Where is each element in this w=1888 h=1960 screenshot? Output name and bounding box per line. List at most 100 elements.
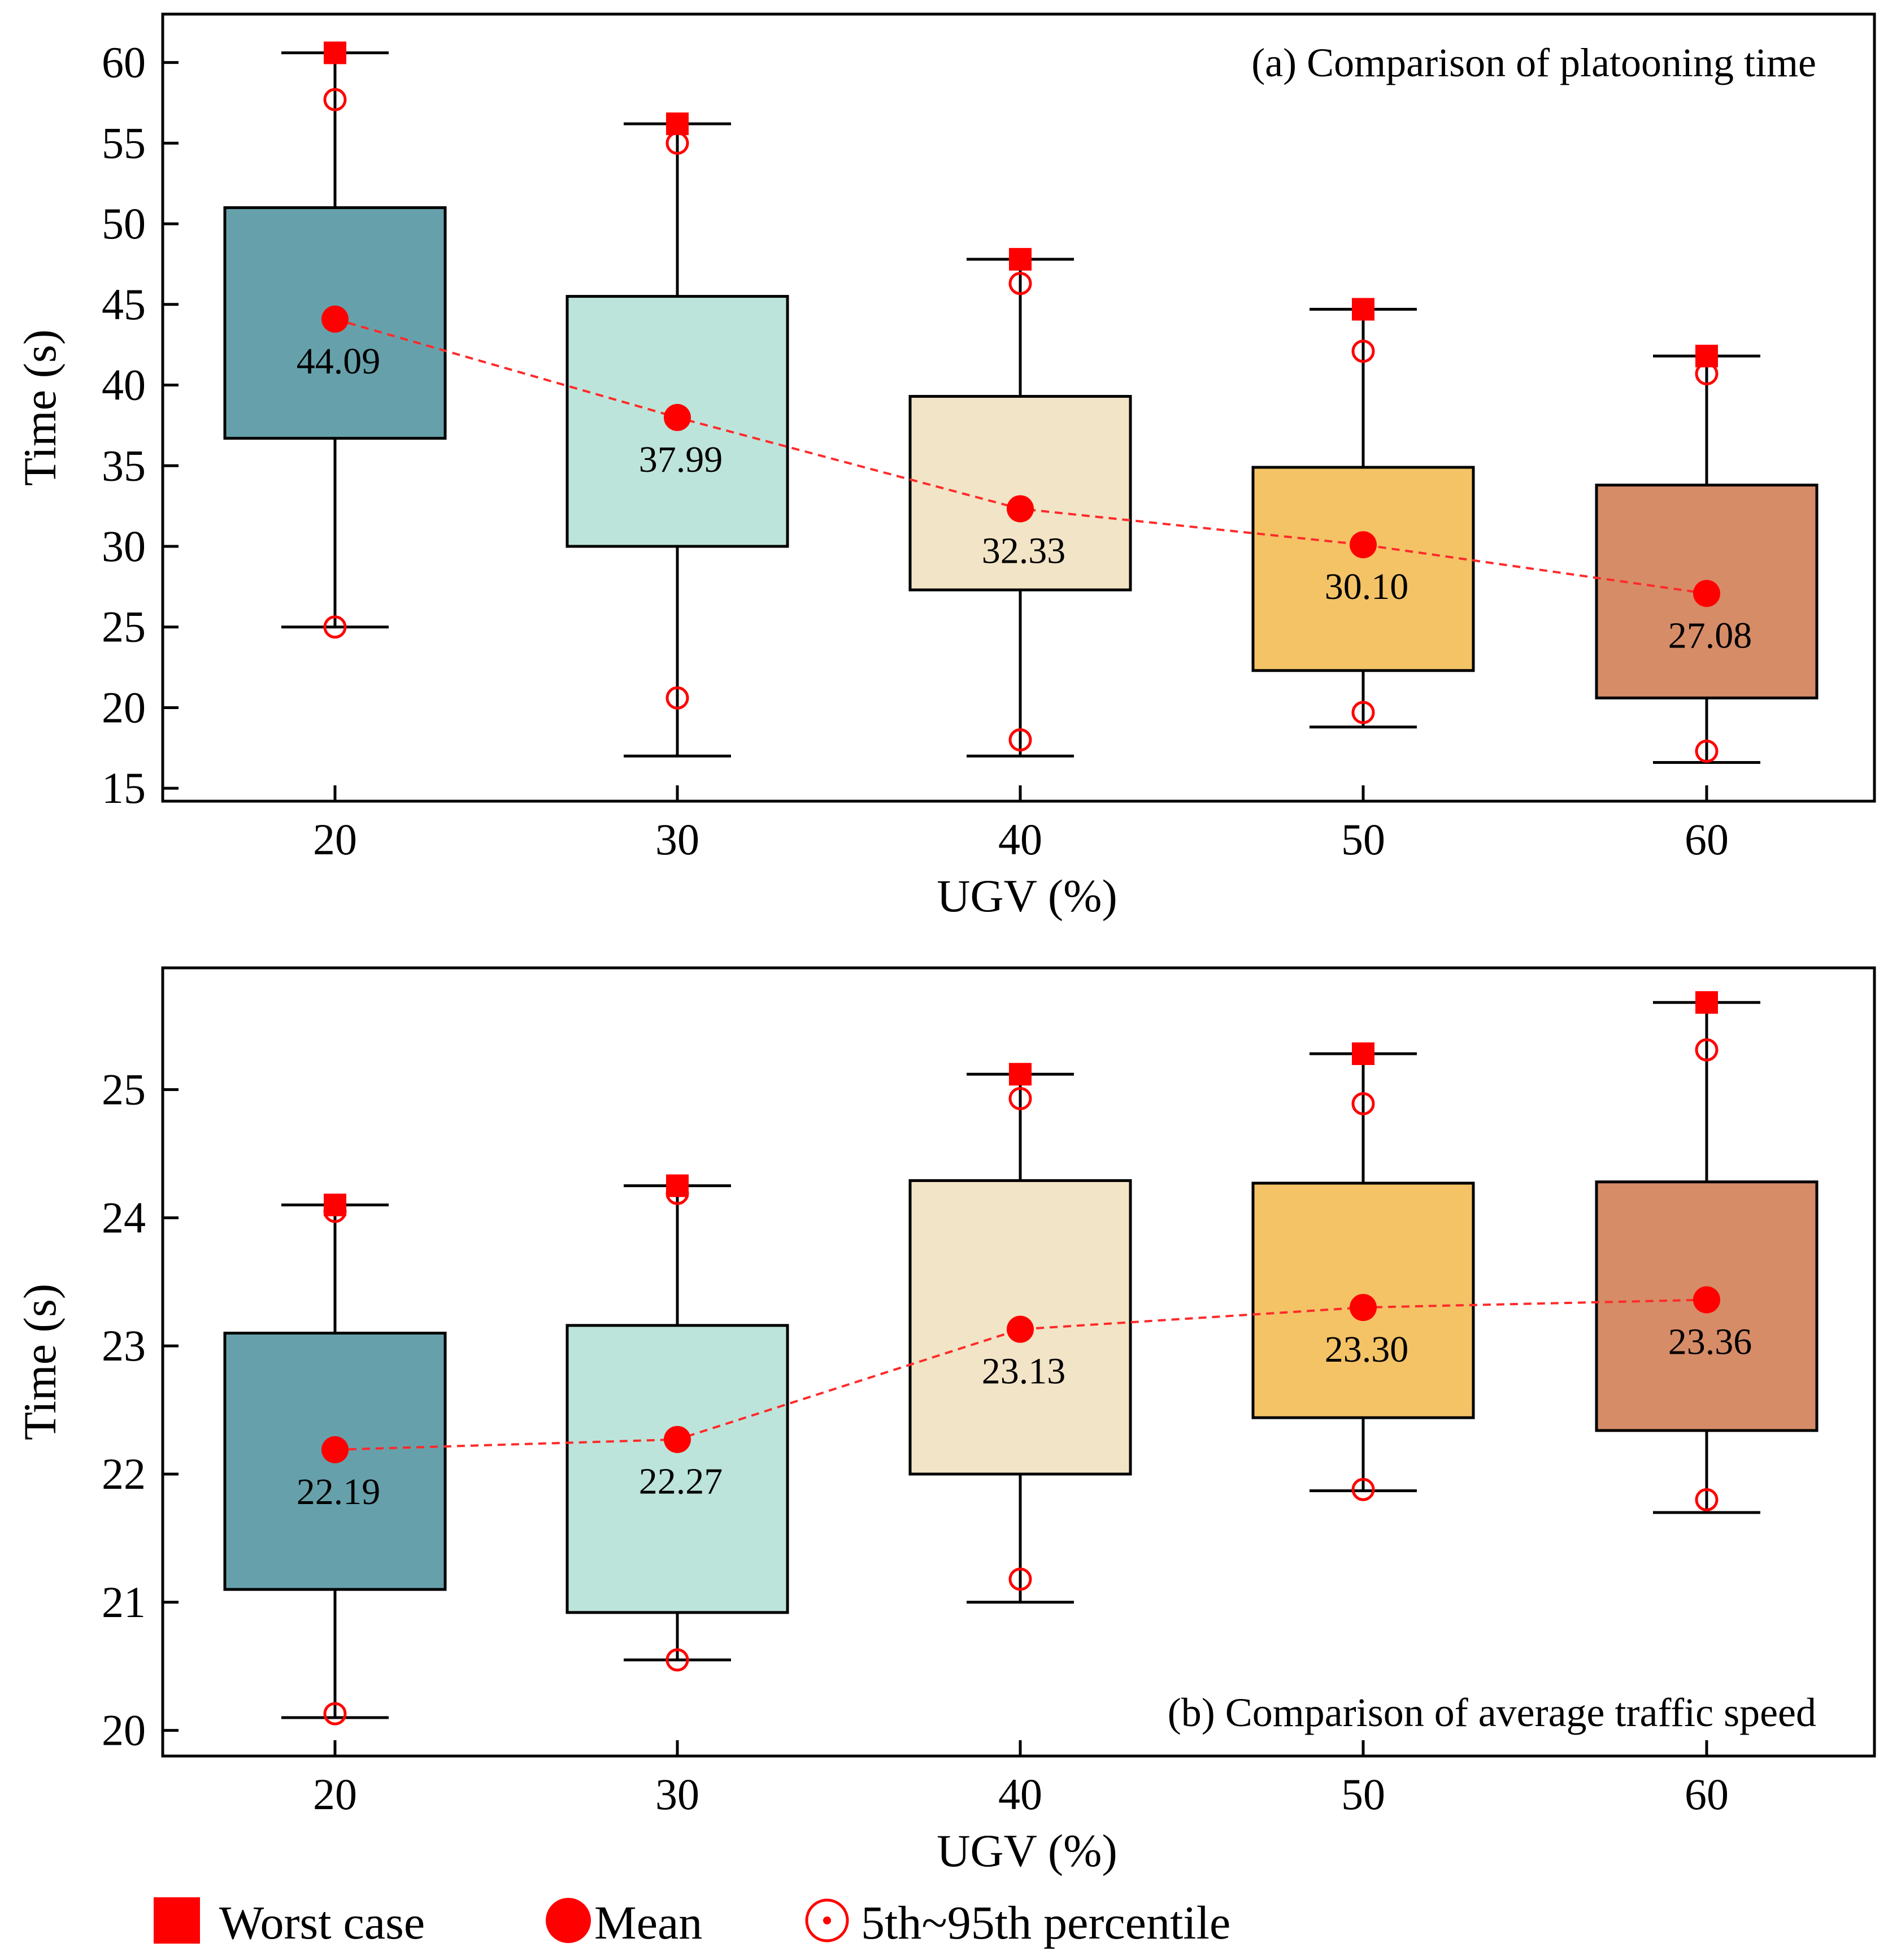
- percentile-5-marker: [665, 686, 689, 710]
- legend-worst-case-marker: [154, 1897, 200, 1944]
- y-tick-label: 45: [102, 280, 146, 329]
- mean-marker: [1693, 580, 1720, 607]
- percentile-5-marker: [1008, 728, 1032, 752]
- box-group: [1595, 345, 1819, 764]
- y-tick-label: 20: [102, 1706, 146, 1755]
- worst-case-marker: [1695, 991, 1718, 1014]
- percentile-5-marker: [1351, 701, 1375, 724]
- x-tick-label: 60: [1685, 815, 1729, 864]
- y-tick-label: 40: [102, 360, 146, 410]
- mean-value-label: 23.30: [1325, 1329, 1409, 1370]
- x-tick-label: 40: [998, 815, 1042, 864]
- x-tick-label: 40: [998, 1770, 1042, 1819]
- legend-mean-label: Mean: [594, 1897, 702, 1949]
- mean-marker: [321, 305, 349, 333]
- worst-case-marker: [324, 41, 346, 64]
- y-tick-label: 50: [102, 199, 146, 248]
- mean-value-label: 23.36: [1668, 1321, 1752, 1362]
- chart-title: (a) Comparison of platooning time: [1251, 40, 1816, 85]
- mean-value-label: 23.13: [982, 1351, 1066, 1392]
- x-tick-label: 50: [1341, 1770, 1385, 1819]
- mean-value-label: 44.09: [297, 341, 381, 382]
- mean-value-label: 22.19: [297, 1471, 381, 1513]
- x-tick-label: 20: [313, 815, 357, 864]
- mean-value-label: 27.08: [1668, 615, 1752, 656]
- box-group: [1595, 991, 1819, 1514]
- legend-percentile-dot: [823, 1916, 831, 1924]
- percentile-95-marker: [1008, 272, 1032, 295]
- percentile-95-marker: [1351, 340, 1375, 363]
- worst-case-marker: [324, 1193, 346, 1216]
- legend-worst-case-label: Worst case: [219, 1897, 425, 1949]
- legend-mean-marker: [546, 1898, 591, 1943]
- mean-value-label: 32.33: [982, 530, 1066, 571]
- x-tick-label: 30: [655, 1770, 699, 1819]
- box-group: [565, 112, 789, 758]
- percentile-5-marker: [1695, 1488, 1719, 1511]
- y-axis-label: Time (s): [14, 1284, 66, 1440]
- legend-percentile-label: 5th~95th percentile: [861, 1897, 1230, 1949]
- worst-case-marker: [1695, 345, 1718, 368]
- y-tick-label: 15: [102, 763, 146, 812]
- box-group: [223, 41, 447, 639]
- y-axis-label: Time (s): [14, 329, 66, 486]
- mean-marker: [321, 1436, 349, 1463]
- x-axis-label: UGV (%): [937, 1825, 1117, 1876]
- x-tick-label: 20: [313, 1770, 357, 1819]
- worst-case-marker: [1352, 298, 1374, 321]
- mean-marker: [1007, 1315, 1034, 1343]
- mean-value-label: 30.10: [1325, 566, 1409, 607]
- percentile-5-marker: [1351, 1477, 1375, 1501]
- plot-frame: [161, 12, 1876, 803]
- box-group: [1251, 1042, 1475, 1501]
- percentile-95-marker: [1351, 1092, 1375, 1115]
- mean-marker: [1693, 1286, 1720, 1314]
- box-group: [908, 247, 1132, 758]
- mean-marker: [1350, 531, 1377, 559]
- y-tick-label: 60: [102, 38, 146, 87]
- plot-frame: [161, 966, 1876, 1758]
- mean-marker: [1350, 1294, 1377, 1322]
- y-tick-label: 35: [102, 441, 146, 490]
- mean-marker: [664, 1426, 691, 1453]
- y-tick-label: 30: [102, 521, 146, 571]
- y-tick-label: 23: [102, 1321, 146, 1370]
- percentile-5-marker: [1008, 1567, 1032, 1591]
- y-tick-label: 21: [102, 1577, 146, 1627]
- percentile-95-marker: [1695, 1038, 1719, 1062]
- mean-value-label: 22.27: [639, 1461, 723, 1502]
- box-iqr: [565, 1324, 789, 1614]
- x-tick-label: 30: [655, 815, 699, 864]
- box-group: [565, 1174, 789, 1672]
- worst-case-marker: [1009, 1063, 1032, 1086]
- y-tick-label: 25: [102, 602, 146, 651]
- percentile-95-marker: [323, 88, 347, 111]
- percentile-5-marker: [323, 615, 347, 639]
- legend-percentile-marker: [805, 1898, 849, 1942]
- chart-panel-b: 20 21 22 23 24 25 20 30 40 50 60 UGV (%) Time (s) (b)…: [14, 966, 1876, 1876]
- x-axis-label: UGV (%): [937, 870, 1117, 922]
- y-tick-label: 55: [102, 118, 146, 167]
- y-tick-label: 20: [102, 683, 146, 732]
- worst-case-marker: [666, 112, 689, 136]
- percentile-5-marker: [323, 1702, 347, 1726]
- chart-panel-a: 15 20 25 30 35 40 45 50 55 60 20 30 40 50 60 UGV (%) Tim…: [14, 12, 1876, 922]
- mean-value-label: 37.99: [639, 439, 723, 480]
- percentile-5-marker: [1695, 740, 1719, 763]
- percentile-95-marker: [1008, 1087, 1032, 1110]
- mean-marker: [1007, 495, 1034, 523]
- y-tick-label: 25: [102, 1064, 146, 1114]
- x-tick-label: 60: [1685, 1770, 1729, 1819]
- mean-marker: [664, 403, 691, 431]
- box-group: [1251, 298, 1475, 729]
- legend: Worst case Mean 5th~95th percentile: [154, 1897, 1230, 1949]
- y-tick-label: 24: [102, 1193, 146, 1242]
- box-iqr: [1251, 466, 1475, 672]
- chart-title: (b) Comparison of average traffic speed: [1168, 1690, 1816, 1735]
- x-tick-label: 50: [1341, 815, 1385, 864]
- worst-case-marker: [1352, 1042, 1374, 1065]
- percentile-5-marker: [665, 1648, 689, 1672]
- worst-case-marker: [666, 1174, 689, 1197]
- y-tick-label: 22: [102, 1449, 146, 1498]
